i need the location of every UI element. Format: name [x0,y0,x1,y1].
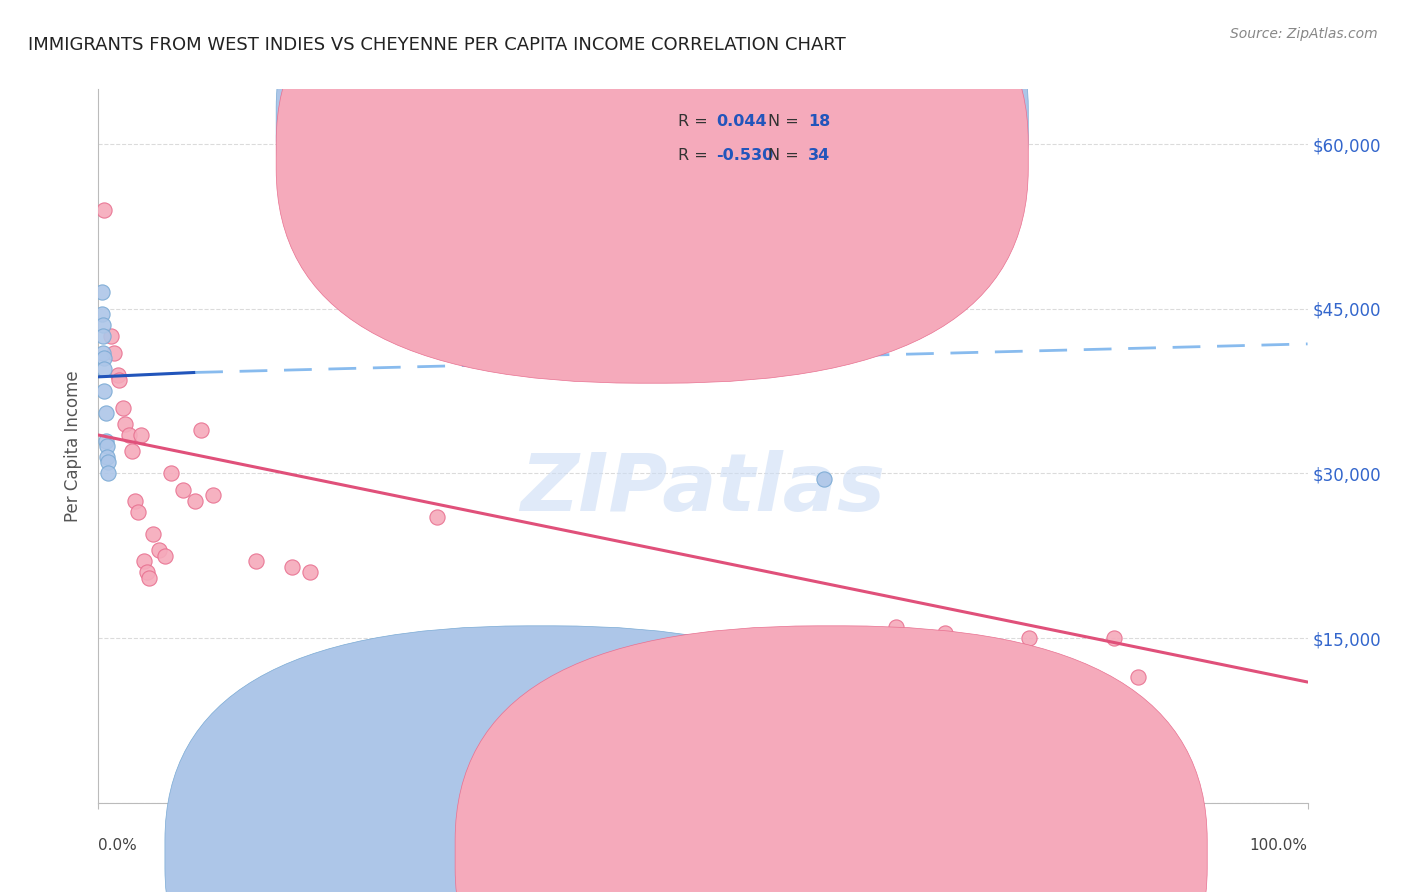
Point [245,554,267,568]
Point [384,310,406,325]
Text: IMMIGRANTS FROM WEST INDIES VS CHEYENNE PER CAPITA INCOME CORRELATION CHART: IMMIGRANTS FROM WEST INDIES VS CHEYENNE … [28,36,846,54]
FancyBboxPatch shape [276,0,1028,384]
Point [91,285,114,300]
Point [134,554,156,568]
Point [118,428,141,442]
Text: 18: 18 [808,114,831,128]
Text: -0.530: -0.530 [716,148,773,163]
Point [299,566,322,580]
Point [108,373,131,387]
Text: R =: R = [678,148,713,163]
Point [607,637,630,651]
Point [96,450,118,464]
Point [93,202,115,217]
Y-axis label: Per Capita Income: Per Capita Income [65,370,83,522]
Point [135,566,157,580]
Point [202,488,225,502]
Point [142,526,165,541]
Point [94,406,117,420]
Point [281,559,304,574]
Text: Source: ZipAtlas.com: Source: ZipAtlas.com [1230,27,1378,41]
Text: 0.044: 0.044 [716,114,766,128]
Point [97,467,120,481]
Point [1102,631,1125,645]
Point [93,351,115,366]
Point [148,543,170,558]
Point [1128,669,1150,683]
Point [103,345,125,359]
Point [153,549,176,563]
FancyBboxPatch shape [456,626,1208,892]
Point [886,620,908,634]
Point [100,329,122,343]
Point [172,483,194,497]
Point [184,494,207,508]
Point [96,439,118,453]
Point [129,428,152,442]
Point [813,472,835,486]
Text: ZIPatlas: ZIPatlas [520,450,886,528]
Text: R =: R = [678,114,713,128]
Point [934,625,956,640]
Point [91,318,114,333]
Text: 100.0%: 100.0% [1250,838,1308,854]
Point [160,467,183,481]
Point [97,455,120,469]
Point [138,571,160,585]
Point [91,345,114,359]
Text: 34: 34 [808,148,831,163]
Point [94,434,117,448]
Point [111,401,134,415]
Point [114,417,136,431]
Point [91,307,114,321]
Point [426,510,449,524]
Text: Immigrants from West Indies: Immigrants from West Indies [564,847,796,862]
Point [377,315,399,329]
Text: N =: N = [768,114,804,128]
FancyBboxPatch shape [165,626,917,892]
Text: N =: N = [768,148,804,163]
FancyBboxPatch shape [276,0,1028,349]
Point [91,329,114,343]
Point [190,423,212,437]
Point [124,494,146,508]
Point [107,368,129,382]
Point [395,318,418,333]
Point [463,648,485,662]
Point [127,505,149,519]
Text: 0.0%: 0.0% [98,838,138,854]
FancyBboxPatch shape [619,96,927,186]
Text: Cheyenne: Cheyenne [855,847,935,862]
Point [93,384,115,398]
Point [1018,631,1040,645]
Point [93,362,115,376]
Point [121,444,143,458]
